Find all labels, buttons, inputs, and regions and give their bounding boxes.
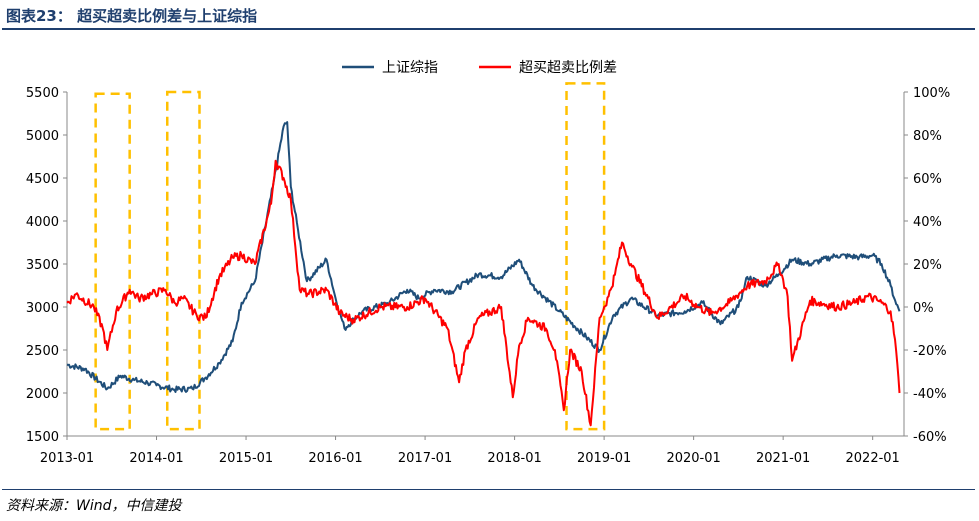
x-tick-label: 2021-01 — [756, 451, 810, 466]
header-rule — [2, 28, 975, 30]
y-right-tick-label: 0% — [913, 301, 934, 316]
y-left-tick-label: 4000 — [26, 215, 59, 230]
highlight-box-3 — [565, 82, 606, 431]
x-tick-label: 2018-01 — [487, 451, 541, 466]
x-tick-label: 2014-01 — [129, 451, 183, 466]
page-title: 图表23： 超买超卖比例差与上证综指 — [6, 7, 258, 25]
series-line-diff — [66, 159, 901, 427]
source-note: 资料来源：Wind，中信建投 — [6, 498, 182, 514]
footer-rule — [2, 489, 975, 490]
y-right-tick-label: 60% — [913, 172, 942, 187]
y-right-tick-label: 20% — [913, 258, 942, 273]
legend-label-diff: 超买超卖比例差 — [519, 60, 617, 76]
y-left-tick-label: 3500 — [26, 258, 59, 273]
highlight-box-1 — [94, 92, 131, 431]
x-tick-label: 2017-01 — [398, 451, 452, 466]
series-line-index — [66, 121, 901, 393]
y-left-tick-label: 2000 — [26, 387, 59, 402]
series-lines — [66, 121, 901, 427]
y-left-tick-label: 2500 — [26, 344, 59, 359]
y-left-tick-label: 4500 — [26, 172, 59, 187]
highlight-box-2 — [166, 90, 201, 431]
highlight-boxes — [94, 82, 606, 431]
x-tick-label: 2019-01 — [577, 451, 631, 466]
x-tick-label: 2022-01 — [846, 451, 900, 466]
x-tick-label: 2015-01 — [219, 451, 273, 466]
x-tick-label: 2020-01 — [666, 451, 720, 466]
legend: 上证综指 超买超卖比例差 — [342, 60, 617, 76]
x-tick-label: 2016-01 — [308, 451, 362, 466]
y-right-tick-label: -40% — [913, 387, 947, 402]
y-left-tick-label: 3000 — [26, 301, 59, 316]
y-right-tick-label: -20% — [913, 344, 947, 359]
y-left-tick-label: 1500 — [26, 430, 59, 445]
y-left-tick-label: 5000 — [26, 129, 59, 144]
x-tick-label: 2013-01 — [40, 451, 94, 466]
y-right-tick-label: -60% — [913, 430, 947, 445]
legend-label-index: 上证综指 — [382, 60, 438, 76]
y-right-tick-label: 40% — [913, 215, 942, 230]
y-right-tick-label: 100% — [913, 86, 950, 101]
y-left-tick-label: 5500 — [26, 86, 59, 101]
chart-axes: 1500 2000 2500 3000 3500 4000 4500 5000 5500 -60%… — [26, 86, 950, 466]
y-right-tick-label: 80% — [913, 129, 942, 144]
